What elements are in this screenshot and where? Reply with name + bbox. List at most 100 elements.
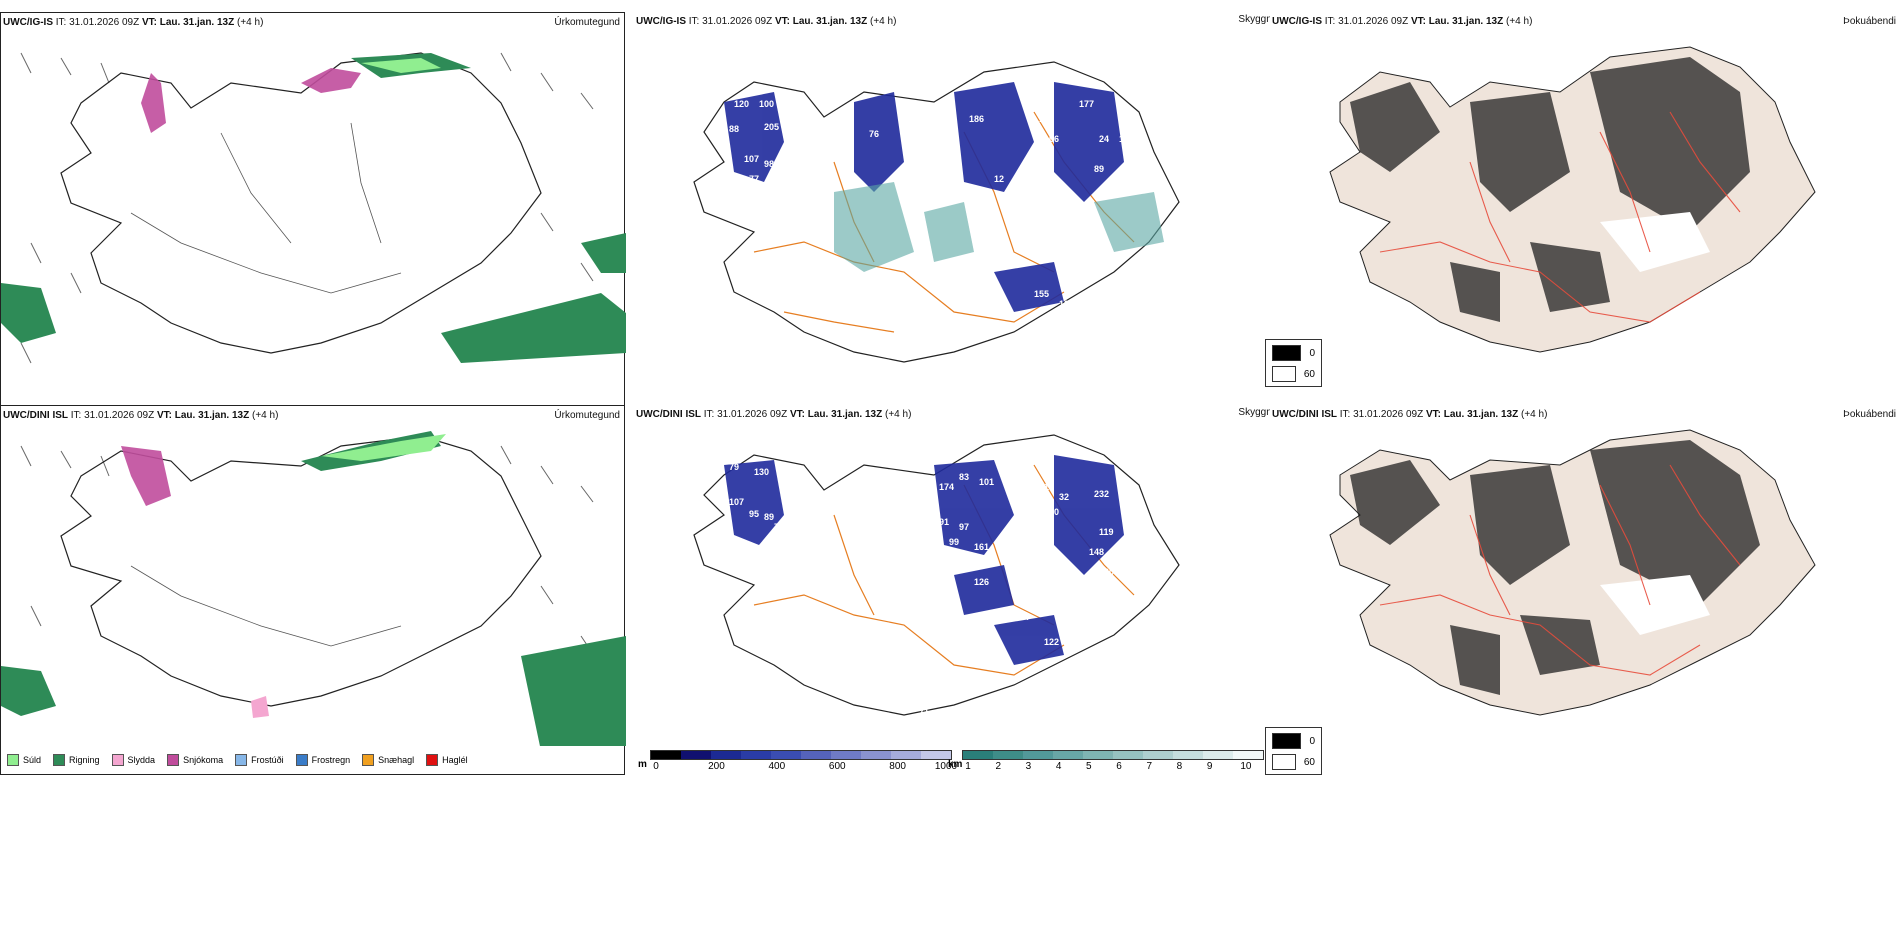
- svg-text:73: 73: [769, 189, 779, 199]
- svg-text:205: 205: [764, 122, 779, 132]
- svg-text:103: 103: [879, 607, 894, 617]
- svg-text:90: 90: [1084, 294, 1094, 304]
- svg-text:12: 12: [994, 174, 1004, 184]
- colorbar-visibility-km: km 1 2 3 4 5 6 7 8 9 10: [948, 750, 1264, 778]
- panel-field-name: Skyggni: [1238, 407, 1274, 418]
- svg-text:73: 73: [884, 492, 894, 502]
- colorbar-cloudbase-m: m 0 200 400 600 800 1000: [638, 750, 957, 778]
- cloudbase-map: 120 100 88 205 97 107 98 77 66 73 76 186…: [693, 61, 1180, 404]
- svg-text:176: 176: [964, 557, 979, 567]
- svg-text:98: 98: [764, 159, 774, 169]
- precip-map: [1, 431, 626, 746]
- svg-text:79: 79: [774, 522, 784, 532]
- fog-map: [1329, 46, 1816, 353]
- svg-text:138: 138: [939, 359, 954, 369]
- panel-field-name: Þokuábendi: [1843, 409, 1896, 420]
- svg-text:120: 120: [734, 99, 749, 109]
- svg-text:104: 104: [1014, 612, 1029, 622]
- legend-item-snaehagl: Snæhagl: [362, 754, 414, 766]
- svg-text:107: 107: [729, 497, 744, 507]
- fog-legend: 0 60: [1265, 339, 1322, 387]
- svg-text:83: 83: [1014, 467, 1024, 477]
- legend-item-haglel: Haglél: [426, 754, 468, 766]
- fog-panel-top: UWC/IG-IS IT: 31.01.2026 09Z VT: Lau. 31…: [1265, 12, 1900, 472]
- iceland-outline: [60, 52, 542, 354]
- panel-title: UWC/DINI ISL IT: 31.01.2026 09Z VT: Lau.…: [636, 409, 912, 420]
- legend-item-snjokoma: Snjókoma: [167, 754, 223, 766]
- svg-text:107: 107: [744, 154, 759, 164]
- svg-text:130: 130: [754, 467, 769, 477]
- cloudbase-panel-bottom: UWC/DINI ISL IT: 31.01.2026 09Z VT: Lau.…: [634, 405, 1274, 785]
- svg-text:41: 41: [894, 627, 904, 637]
- fog-panel-bottom: UWC/DINI ISL IT: 31.01.2026 09Z VT: Lau.…: [1265, 405, 1900, 785]
- svg-text:83: 83: [959, 472, 969, 482]
- svg-text:119: 119: [1099, 527, 1114, 537]
- svg-text:107: 107: [1119, 134, 1134, 144]
- svg-text:186: 186: [969, 114, 984, 124]
- svg-text:99: 99: [949, 537, 959, 547]
- panel-field-name: Þokuábendi: [1843, 16, 1896, 27]
- legend-item-frostregn: Frostregn: [295, 754, 350, 766]
- svg-text:32: 32: [1059, 492, 1069, 502]
- panel-title: UWC/IG-IS IT: 31.01.2026 09Z VT: Lau. 31…: [3, 17, 264, 28]
- svg-text:88: 88: [729, 124, 739, 134]
- precip-panel-top: UWC/IG-IS IT: 31.01.2026 09Z VT: Lau. 31…: [0, 12, 626, 472]
- svg-text:97: 97: [959, 522, 969, 532]
- fog-map: [1329, 429, 1816, 716]
- legend-item-frostudi: Frostúði: [235, 754, 284, 766]
- panel-title: UWC/IG-IS IT: 31.01.2026 09Z VT: Lau. 31…: [636, 16, 897, 27]
- svg-text:77: 77: [749, 174, 759, 184]
- map-labels: 120 100 88 205 97 107 98 77 66 73 76 186…: [729, 99, 1134, 404]
- svg-text:86: 86: [959, 254, 969, 264]
- svg-text:123: 123: [784, 537, 799, 547]
- svg-text:71: 71: [919, 707, 929, 717]
- svg-text:100: 100: [944, 164, 959, 174]
- panel-title: UWC/IG-IS IT: 31.01.2026 09Z VT: Lau. 31…: [1272, 16, 1533, 27]
- precip-panel-bottom: UWC/DINI ISL IT: 31.01.2026 09Z VT: Lau.…: [0, 405, 626, 775]
- svg-text:101: 101: [979, 477, 994, 487]
- svg-text:12: 12: [919, 677, 929, 687]
- svg-text:95: 95: [749, 509, 759, 519]
- svg-text:148: 148: [1089, 547, 1104, 557]
- svg-text:24: 24: [1099, 134, 1109, 144]
- svg-text:107: 107: [1079, 622, 1094, 632]
- svg-text:12: 12: [764, 547, 774, 557]
- panel-field-name: Skyggni: [1238, 14, 1274, 25]
- svg-text:97: 97: [784, 132, 794, 142]
- svg-text:91: 91: [939, 517, 949, 527]
- svg-text:177: 177: [1079, 99, 1094, 109]
- svg-text:126: 126: [974, 577, 989, 587]
- precip-legend: Súld Rigning Slydda Snjókoma Frostúði Fr…: [7, 754, 468, 766]
- svg-text:102: 102: [1059, 299, 1074, 309]
- svg-text:89: 89: [1094, 164, 1104, 174]
- svg-text:155: 155: [1034, 289, 1049, 299]
- svg-text:76: 76: [869, 129, 879, 139]
- svg-text:25: 25: [954, 394, 964, 404]
- map-labels: 79 130 107 95 89 79 81 123 12 73 174 83 …: [729, 462, 1124, 717]
- svg-text:320: 320: [1044, 507, 1059, 517]
- svg-text:119: 119: [914, 309, 929, 319]
- panel-field-name: Úrkomutegund: [554, 17, 620, 28]
- svg-text:61: 61: [974, 224, 984, 234]
- svg-text:106: 106: [1044, 134, 1059, 144]
- precip-map: [1, 52, 626, 364]
- svg-text:97: 97: [1114, 552, 1124, 562]
- svg-text:101: 101: [1034, 482, 1049, 492]
- panel-title: UWC/DINI ISL IT: 31.01.2026 09Z VT: Lau.…: [1272, 409, 1548, 420]
- svg-text:161: 161: [974, 542, 989, 552]
- svg-text:232: 232: [1094, 489, 1109, 499]
- cloudbase-map: 79 130 107 95 89 79 81 123 12 73 174 83 …: [693, 434, 1180, 717]
- svg-text:100: 100: [759, 99, 774, 109]
- svg-text:160: 160: [1099, 567, 1114, 577]
- fog-legend: 0 60: [1265, 727, 1322, 775]
- legend-item-sudl: Súld: [7, 754, 41, 766]
- legend-item-rigning: Rigning: [53, 754, 100, 766]
- svg-text:66: 66: [749, 186, 759, 196]
- svg-text:122: 122: [1044, 637, 1059, 647]
- svg-text:10: 10: [904, 687, 914, 697]
- panel-field-name: Úrkomutegund: [554, 410, 620, 421]
- svg-text:81: 81: [774, 535, 784, 545]
- svg-text:121: 121: [1039, 114, 1054, 124]
- legend-item-slydda: Slydda: [111, 754, 155, 766]
- svg-text:174: 174: [939, 482, 954, 492]
